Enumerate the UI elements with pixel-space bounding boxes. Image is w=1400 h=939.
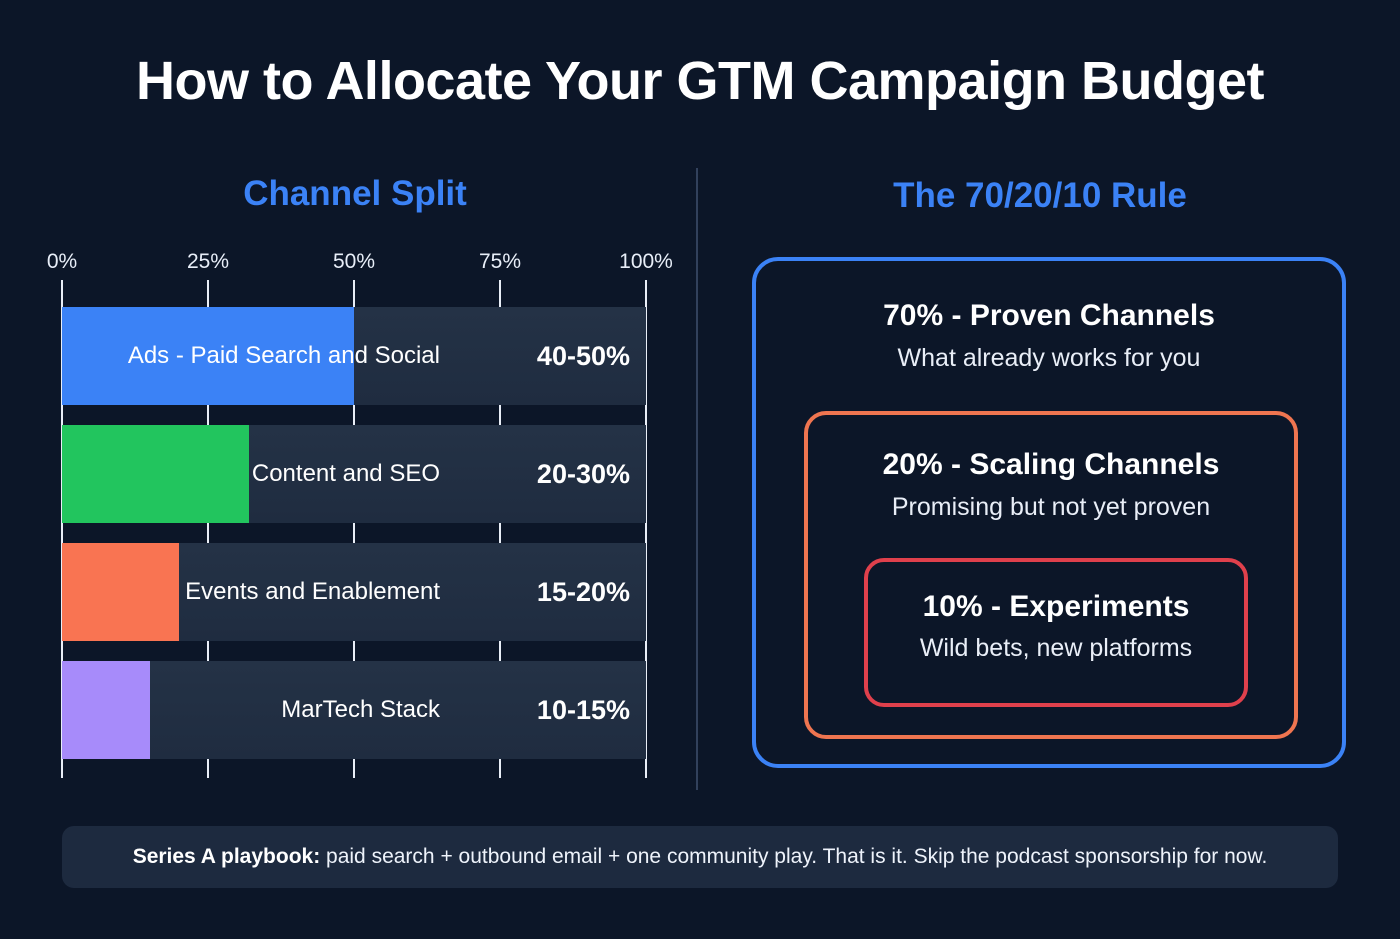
bar-value-label: 15-20% — [536, 576, 630, 607]
bar-track — [62, 661, 646, 759]
bar-category-label: Ads - Paid Search and Social — [127, 342, 440, 369]
x-axis-tick — [61, 280, 63, 778]
chart-bar-row[interactable]: Ads - Paid Search and Social 40-50% — [62, 307, 646, 405]
page-title: How to Allocate Your GTM Campaign Budget — [135, 51, 1265, 111]
rule-box-title-70: 70% - Proven Channels — [883, 299, 1215, 332]
chart-bar-row[interactable]: Content and SEO 20-30% — [62, 425, 646, 523]
bar-value-label: 40-50% — [536, 340, 630, 371]
rule-box-subtitle-70: What already works for you — [897, 344, 1201, 372]
x-axis-tick-label: 0% — [46, 250, 78, 273]
x-axis-tick-label: 50% — [332, 250, 376, 273]
right-panel-heading: The 70/20/10 Rule — [893, 176, 1187, 215]
rule-box-title-10: 10% - Experiments — [922, 590, 1190, 623]
rule-box-proven-channels[interactable]: 70% - Proven Channels What already works… — [752, 257, 1346, 768]
chart-bar-row[interactable]: Events and Enablement 15-20% — [62, 543, 646, 641]
left-panel-heading: Channel Split — [243, 174, 467, 213]
rule-box-experiments[interactable]: 10% - Experiments Wild bets, new platfor… — [864, 558, 1248, 707]
bar-fill — [62, 661, 150, 759]
x-axis-tick-label: 100% — [619, 250, 673, 273]
rule-box-subtitle-10: Wild bets, new platforms — [919, 634, 1193, 662]
bar-value-label: 10-15% — [536, 694, 630, 725]
footer-body: paid search + outbound email + one commu… — [320, 845, 1268, 868]
footer-text: Series A playbook: paid search + outboun… — [133, 845, 1268, 869]
x-axis-tick-label: 25% — [186, 250, 230, 273]
bar-category-label: Events and Enablement — [185, 578, 440, 605]
bar-fill — [62, 425, 249, 523]
rule-box-title-20: 20% - Scaling Channels — [882, 448, 1220, 481]
x-axis-tick — [645, 280, 647, 778]
x-axis-tick — [499, 280, 501, 778]
x-axis-tick-label: 75% — [478, 250, 522, 273]
panel-divider — [696, 168, 698, 790]
x-axis-tick — [353, 280, 355, 778]
bar-fill — [62, 307, 354, 405]
footer-callout: Series A playbook: paid search + outboun… — [62, 826, 1338, 888]
channel-split-chart: Channel Split 0% 25% 50% 75% 100% Ads - Paid… — [46, 174, 673, 778]
bar-fill — [62, 543, 179, 641]
bar-value-label: 20-30% — [536, 458, 630, 489]
x-axis-tick — [207, 280, 209, 778]
footer-lead: Series A playbook: — [132, 845, 321, 868]
chart-bar-row[interactable]: MarTech Stack 10-15% — [62, 661, 646, 759]
rule-box-scaling-channels[interactable]: 20% - Scaling Channels Promising but not… — [804, 411, 1298, 739]
rule-box-subtitle-20: Promising but not yet proven — [891, 493, 1211, 521]
bar-category-label: MarTech Stack — [281, 696, 440, 723]
bar-category-label: Content and SEO — [251, 460, 440, 487]
